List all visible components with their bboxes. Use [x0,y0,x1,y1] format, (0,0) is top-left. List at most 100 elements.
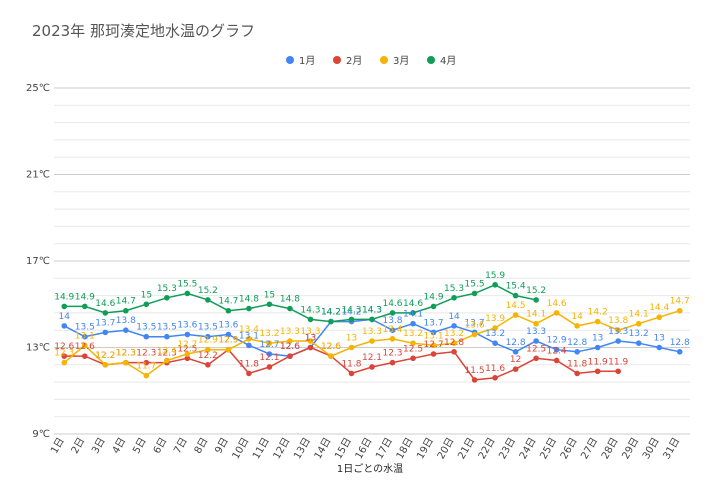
data-point [225,307,232,314]
x-tick-label: 28日 [600,436,621,461]
data-point [410,310,416,316]
data-label: 13.3 [300,327,320,337]
data-label: 15.5 [465,279,485,289]
data-label: 13.5 [136,323,156,333]
data-label: 13.3 [362,327,382,337]
data-label: 14.6 [95,299,115,309]
data-label: 13.4 [382,325,402,335]
data-point [143,333,150,340]
data-point [143,359,150,366]
data-label: 12.4 [547,346,567,356]
data-label: 13 [305,334,316,344]
data-point [369,316,375,323]
data-label: 14.7 [218,297,238,307]
data-label: 13.8 [382,316,402,326]
data-point [512,366,519,372]
data-point [164,357,170,364]
legend: 1月 2月 3月 4月 [286,55,456,67]
data-point [143,301,150,308]
data-point [492,325,498,331]
data-label: 13.5 [157,323,177,333]
data-label: 15.9 [485,271,505,281]
data-label: 14 [59,312,71,322]
x-tick-label: 24日 [518,436,539,461]
data-label: 12.8 [670,338,690,348]
data-label: 12.1 [259,353,279,363]
data-point [307,316,314,323]
data-label: 11.9 [588,357,608,367]
data-point [512,349,519,355]
legend-swatch [286,56,294,64]
data-point [225,346,232,353]
data-label: 12.5 [403,344,423,354]
data-point [287,353,293,359]
x-tick-label: 10日 [231,436,252,461]
data-label: 13.7 [465,318,485,328]
data-label: 14.7 [116,297,136,307]
legend-swatch [333,56,341,64]
data-label: 12.6 [321,342,341,352]
x-tick-label: 21日 [456,436,477,461]
data-label: 14.4 [649,303,669,313]
data-label: 13 [592,334,603,344]
data-point [61,303,68,310]
data-point [307,344,314,351]
data-point [430,342,437,349]
data-label: 14.2 [321,308,341,318]
data-point [348,370,355,377]
data-label: 12.9 [218,336,238,346]
data-point [81,333,88,340]
data-label: 14 [448,312,460,322]
data-label: 12.8 [444,338,464,348]
x-tick-label: 9日 [213,436,231,456]
data-label: 11.8 [341,359,361,369]
data-point [123,327,129,334]
gridlines [54,87,690,435]
data-label: 14.9 [424,292,444,302]
data-label: 14.3 [341,305,361,315]
data-label: 12.3 [136,349,156,359]
x-tick-label: 14日 [313,436,334,461]
data-label: 14.6 [403,299,423,309]
data-label: 13 [305,334,316,344]
data-point [369,338,375,344]
data-point [102,362,109,368]
data-label: 13.2 [444,329,464,339]
data-label: 12.9 [547,336,567,346]
x-tick-label: 20日 [436,436,457,461]
x-tick-label: 4日 [111,436,129,456]
data-point [451,323,457,329]
data-label: 13.7 [95,318,115,328]
data-point [184,331,191,338]
data-point [635,320,642,327]
data-point [594,344,601,351]
data-point [492,374,498,381]
data-point [471,290,478,297]
data-label: 12.6 [321,342,341,352]
data-label: 15 [264,290,275,300]
data-label: 14.2 [321,308,341,318]
data-point [389,310,396,316]
data-label: 14.3 [362,305,382,315]
legend-label: 4月 [440,55,456,67]
data-label: 12.2 [95,351,115,361]
data-point [287,338,293,344]
x-tick-label: 12日 [272,436,293,461]
data-label: 14.1 [526,310,546,320]
data-label: 14.1 [629,310,649,320]
x-tick-label: 11日 [251,436,272,461]
data-point [328,353,334,359]
data-label: 15.3 [444,284,464,294]
data-point [430,329,437,336]
series-layer [61,281,683,383]
data-label: 13.1 [424,331,444,341]
data-label: 12.6 [280,342,300,352]
data-point [615,338,621,344]
data-point [389,327,396,334]
data-label: 14.7 [670,297,690,307]
data-label: 14.2 [341,308,361,318]
data-point [635,340,642,346]
data-point [266,364,273,370]
data-label: 14.5 [506,301,526,311]
data-label: 12 [510,355,521,365]
